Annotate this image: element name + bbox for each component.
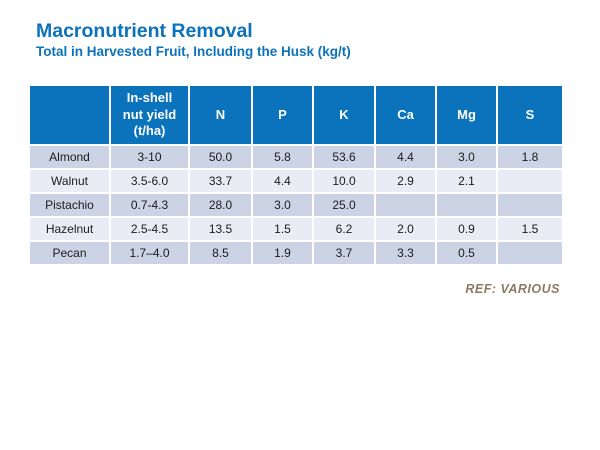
table-cell: 28.0: [188, 192, 253, 218]
column-header-s: S: [496, 84, 564, 146]
table-cell: 4.4: [251, 168, 314, 194]
table-cell: 3.7: [312, 240, 376, 266]
table-cell: 53.6: [312, 144, 376, 170]
column-header-ca: Ca: [374, 84, 437, 146]
table-cell: 3.0: [251, 192, 314, 218]
table-cell: 0.5: [435, 240, 498, 266]
table-cell: 33.7: [188, 168, 253, 194]
table-cell: 25.0: [312, 192, 376, 218]
row-label-walnut: Walnut: [28, 168, 111, 194]
table-cell: 13.5: [188, 216, 253, 242]
table-cell: 6.2: [312, 216, 376, 242]
table-body: Almond 3-10 50.0 5.8 53.6 4.4 3.0 1.8 Wa…: [28, 144, 564, 266]
table-row: Walnut 3.5-6.0 33.7 4.4 10.0 2.9 2.1: [28, 168, 564, 194]
table-header-row: In-shell nut yield (t/ha) N P K Ca Mg S: [28, 84, 564, 146]
macronutrient-table: In-shell nut yield (t/ha) N P K Ca Mg S …: [28, 84, 564, 266]
row-label-pistachio: Pistachio: [28, 192, 111, 218]
column-header-p: P: [251, 84, 314, 146]
table-cell: 5.8: [251, 144, 314, 170]
reference-note: REF: VARIOUS: [465, 282, 560, 296]
table-cell: 2.1: [435, 168, 498, 194]
column-header-n: N: [188, 84, 253, 146]
table-cell: 3.5-6.0: [109, 168, 190, 194]
page-subtitle: Total in Harvested Fruit, Including the …: [36, 44, 351, 60]
table-cell: 2.0: [374, 216, 437, 242]
title-block: Macronutrient Removal Total in Harvested…: [36, 20, 351, 60]
table-cell: 2.9: [374, 168, 437, 194]
table-cell: 3.0: [435, 144, 498, 170]
column-header-mg: Mg: [435, 84, 498, 146]
column-header-k: K: [312, 84, 376, 146]
table-cell: 4.4: [374, 144, 437, 170]
table-cell: 1.5: [496, 216, 564, 242]
page-title: Macronutrient Removal: [36, 20, 253, 42]
table-cell: 1.5: [251, 216, 314, 242]
table-cell: [435, 192, 498, 218]
table-cell: 8.5: [188, 240, 253, 266]
table-cell: 1.8: [496, 144, 564, 170]
table-cell: 10.0: [312, 168, 376, 194]
table-cell: 3-10: [109, 144, 190, 170]
row-label-pecan: Pecan: [28, 240, 111, 266]
table-cell: 50.0: [188, 144, 253, 170]
table-row: Hazelnut 2.5-4.5 13.5 1.5 6.2 2.0 0.9 1.…: [28, 216, 564, 242]
table-row: Pecan 1.7–4.0 8.5 1.9 3.7 3.3 0.5: [28, 240, 564, 266]
row-label-almond: Almond: [28, 144, 111, 170]
table-cell: 1.7–4.0: [109, 240, 190, 266]
table-cell: [374, 192, 437, 218]
table-cell: 2.5-4.5: [109, 216, 190, 242]
table-cell: 0.9: [435, 216, 498, 242]
table-row: Pistachio 0.7-4.3 28.0 3.0 25.0: [28, 192, 564, 218]
table-cell: [496, 192, 564, 218]
table-cell: 3.3: [374, 240, 437, 266]
table-row: Almond 3-10 50.0 5.8 53.6 4.4 3.0 1.8: [28, 144, 564, 170]
table-header: In-shell nut yield (t/ha) N P K Ca Mg S: [28, 84, 564, 146]
row-label-hazelnut: Hazelnut: [28, 216, 111, 242]
column-header-crop: [28, 84, 111, 146]
table-cell: 1.9: [251, 240, 314, 266]
table-cell: [496, 168, 564, 194]
table-cell: [496, 240, 564, 266]
column-header-yield: In-shell nut yield (t/ha): [109, 84, 190, 146]
table-cell: 0.7-4.3: [109, 192, 190, 218]
